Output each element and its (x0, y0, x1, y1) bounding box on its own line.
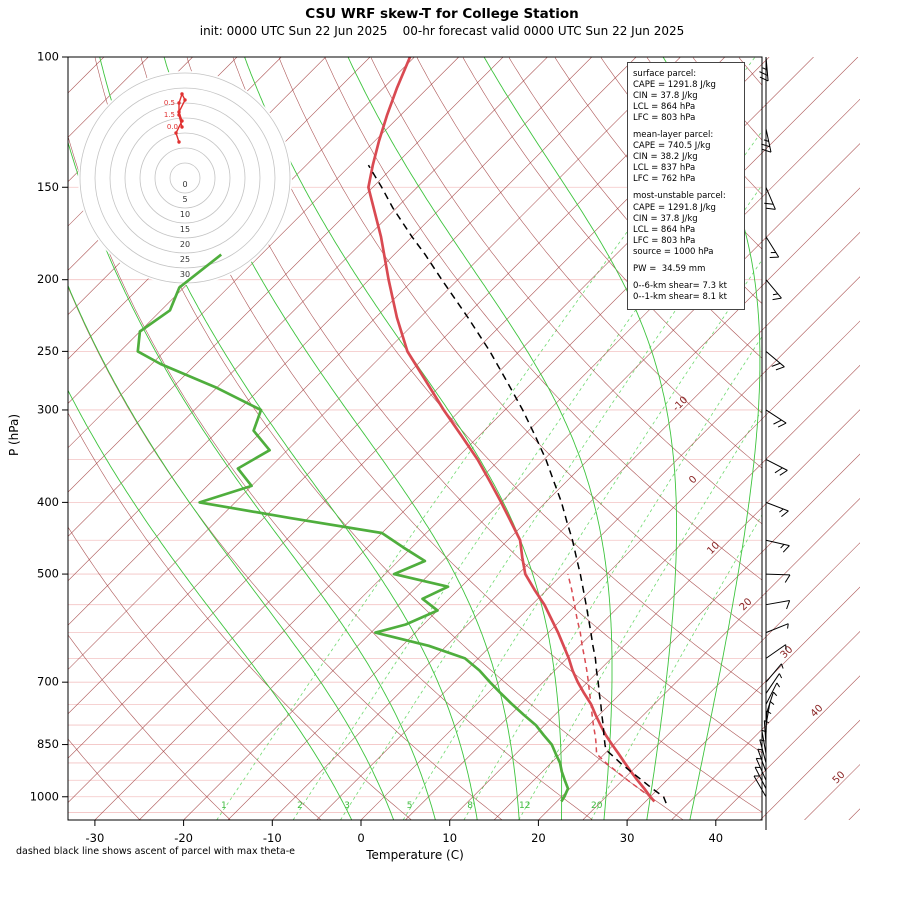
y-axis: 100 150 200 250 300 400 500 700 850 1000 (30, 50, 68, 803)
dewpoint-curve (136, 253, 570, 803)
svg-text:50: 50 (831, 769, 848, 786)
temperature-curve (367, 57, 656, 803)
svg-text:1.5: 1.5 (164, 111, 175, 119)
moist-adiabats (68, 57, 761, 820)
isotherm-labels: -10 0 10 20 30 40 50 (671, 395, 848, 787)
svg-text:400: 400 (37, 495, 59, 509)
svg-text:150: 150 (37, 180, 59, 194)
info-line: LCL = 837 hPa (633, 163, 696, 174)
info-line: LCL = 864 hPa (633, 224, 696, 235)
info-line: surface parcel: (633, 69, 697, 79)
svg-text:1: 1 (221, 801, 227, 811)
svg-text:5: 5 (182, 195, 187, 204)
hodograph: 0 5 10 15 20 25 30 0.5 1.5 0.0 (78, 71, 292, 285)
info-line: most-unstable parcel: (633, 191, 726, 202)
svg-text:700: 700 (37, 675, 59, 689)
svg-text:-30: -30 (86, 831, 105, 845)
svg-text:25: 25 (180, 255, 190, 264)
wind-barbs (753, 56, 791, 830)
svg-text:20: 20 (180, 240, 190, 249)
svg-text:0: 0 (182, 180, 187, 189)
svg-text:250: 250 (37, 344, 59, 358)
svg-text:200: 200 (37, 272, 59, 286)
svg-text:-10: -10 (671, 395, 690, 414)
svg-text:5: 5 (407, 801, 413, 811)
svg-text:-10: -10 (263, 831, 282, 845)
svg-text:500: 500 (37, 567, 59, 581)
pressure-gridlines (68, 57, 762, 813)
svg-text:15: 15 (180, 225, 190, 234)
svg-text:30: 30 (779, 644, 796, 661)
info-line: source = 1000 hPa (633, 246, 714, 257)
svg-text:10: 10 (705, 540, 722, 557)
svg-text:3: 3 (344, 801, 350, 811)
info-line: CIN = 37.8 J/kg (633, 213, 698, 224)
svg-text:30: 30 (180, 270, 190, 279)
chart-subtitle: init: 0000 UTC Sun 22 Jun 2025 00-hr for… (199, 24, 685, 38)
svg-text:2: 2 (297, 801, 303, 811)
svg-text:8: 8 (467, 801, 473, 811)
footnote: dashed black line shows ascent of parcel… (16, 846, 295, 857)
info-line: CAPE = 1291.8 J/kg (633, 80, 716, 91)
parcel_max_thetae-curve (367, 164, 667, 804)
info-line: PW = 34.59 mm (633, 263, 706, 274)
info-line: LFC = 803 hPa (633, 235, 696, 246)
mean_layer_parcel-curve (567, 573, 652, 799)
plot-border (67, 56, 763, 821)
info-line: CIN = 38.2 J/kg (633, 152, 698, 163)
svg-text:40: 40 (809, 703, 826, 720)
svg-text:0.5: 0.5 (164, 99, 175, 107)
svg-text:100: 100 (37, 50, 59, 64)
svg-text:-20: -20 (174, 831, 193, 845)
info-line: 0--1-km shear= 8.1 kt (633, 291, 727, 302)
y-axis-label: P (hPa) (7, 413, 21, 457)
info-line: 0--6-km shear= 7.3 kt (633, 280, 727, 291)
svg-text:300: 300 (37, 402, 59, 416)
info-line: CIN = 37.8 J/kg (633, 91, 698, 102)
info-line: LFC = 803 hPa (633, 113, 696, 124)
svg-text:20: 20 (738, 596, 755, 613)
svg-text:850: 850 (37, 737, 59, 751)
svg-text:10: 10 (180, 210, 190, 219)
chart-title: CSU WRF skew-T for College Station (305, 6, 579, 22)
svg-text:0: 0 (357, 831, 364, 845)
info-line: CAPE = 1291.8 J/kg (633, 202, 716, 213)
x-axis-label: Temperature (C) (366, 848, 464, 862)
svg-text:30: 30 (620, 831, 635, 845)
mixing-ratio-labels: 1 2 3 5 8 12 20 (221, 801, 603, 811)
svg-text:20: 20 (591, 801, 603, 811)
parcel-info-box: surface parcel: CAPE = 1291.8 J/kg CIN = 3… (627, 62, 745, 310)
svg-text:1000: 1000 (30, 789, 59, 803)
svg-text:40: 40 (708, 831, 723, 845)
info-line: LFC = 762 hPa (633, 174, 696, 185)
profile-curves (136, 57, 667, 804)
svg-text:0.0: 0.0 (167, 123, 178, 131)
x-axis: -30 -20 -10 0 10 20 30 40 (86, 820, 723, 845)
svg-text:10: 10 (442, 831, 457, 845)
svg-text:0: 0 (687, 474, 699, 486)
info-line: mean-layer parcel: (633, 130, 714, 141)
svg-text:12: 12 (519, 801, 530, 811)
info-line: LCL = 864 hPa (633, 102, 696, 113)
svg-text:20: 20 (531, 831, 546, 845)
info-line: CAPE = 740.5 J/kg (633, 141, 711, 152)
